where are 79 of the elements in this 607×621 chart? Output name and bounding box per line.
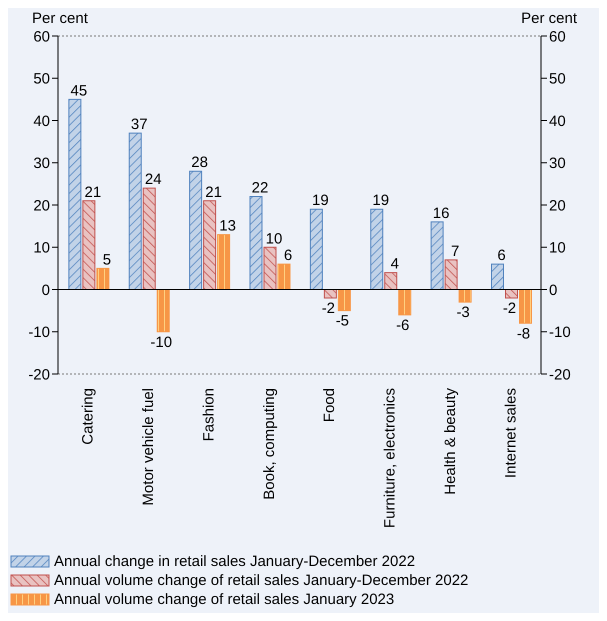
bar (504, 289, 518, 298)
bar (249, 196, 262, 290)
data-label: 6 (284, 247, 292, 264)
data-label: -2 (322, 300, 336, 317)
y-tick-label: 30 (33, 155, 50, 172)
y2-tick-label: 0 (549, 282, 558, 299)
bar (458, 289, 472, 303)
data-label: -10 (150, 334, 172, 351)
y2-tick-label: 50 (549, 70, 566, 88)
y-tick-label: 60 (33, 28, 50, 46)
data-label: 22 (252, 180, 268, 197)
bar (96, 268, 110, 290)
data-label: 24 (144, 171, 162, 188)
y-tick-label: 0 (42, 282, 50, 299)
data-label: 21 (84, 184, 102, 201)
y2-tick-label: 20 (549, 197, 566, 214)
x-tick-label: Motor vehicle fuel (140, 388, 158, 506)
data-label: 4 (390, 256, 399, 273)
data-label: 6 (497, 247, 506, 264)
y-tick-label: -20 (28, 366, 50, 384)
x-tick-label: Catering (80, 388, 97, 445)
bar (518, 289, 532, 324)
bar (490, 264, 504, 290)
legend-label: Annual change in retail sales January-December 2022 (54, 552, 416, 571)
y-tick-label: 10 (33, 240, 50, 257)
y-tick-label: -10 (28, 324, 50, 342)
bar (324, 289, 337, 298)
x-tick-label: Furniture, electronics (382, 388, 399, 528)
bar (384, 272, 398, 290)
x-tick-label: Book, computing (260, 388, 278, 500)
x-tick-label: Internet sales (502, 388, 520, 478)
data-label: -3 (456, 304, 470, 322)
data-label: -8 (516, 325, 530, 342)
y2-tick-label: 60 (549, 28, 566, 46)
data-label: -2 (502, 300, 516, 317)
data-label: 19 (312, 192, 329, 210)
y-tick-label: 20 (33, 197, 50, 214)
bar (310, 208, 323, 290)
bar (277, 264, 290, 290)
y2-tick-label: 40 (549, 112, 566, 130)
bar (444, 259, 458, 290)
legend-label: Annual volume change of retail sales January 2023 (54, 590, 394, 609)
data-label: 21 (205, 184, 222, 201)
data-label: 7 (450, 242, 460, 260)
bar (189, 170, 202, 290)
data-label: 19 (372, 192, 390, 210)
y2-tick-label: -10 (549, 324, 571, 342)
x-tick-label: Food (321, 388, 338, 422)
y2-axis-title: Per cent (521, 10, 577, 27)
y2-tick-label: -20 (549, 366, 571, 384)
data-label: 16 (432, 204, 450, 222)
data-label: 45 (70, 82, 88, 100)
bar (142, 188, 156, 290)
bar (430, 221, 444, 290)
y-tick-label: 50 (33, 70, 50, 88)
bar (338, 289, 351, 312)
bar (263, 246, 276, 290)
bar (82, 200, 96, 290)
data-label: 13 (219, 218, 236, 235)
bar (128, 132, 142, 290)
bar (217, 234, 230, 290)
bar (203, 200, 216, 290)
y2-tick-label: 30 (549, 155, 566, 172)
legend-label: Annual volume change of retail sales January-December 2022 (54, 571, 468, 590)
data-label: 28 (191, 154, 208, 172)
x-tick-label: Fashion (200, 388, 218, 442)
data-label: -5 (336, 312, 350, 330)
bar (68, 98, 82, 290)
bar (156, 289, 170, 332)
data-label: 5 (102, 251, 112, 268)
x-tick-label: Health & beauty (442, 388, 459, 495)
data-label: 37 (130, 116, 148, 134)
bar (398, 289, 412, 316)
y2-tick-label: 10 (549, 240, 566, 257)
y-axis-title: Per cent (32, 10, 88, 27)
data-label: -6 (396, 316, 410, 334)
data-label: 10 (266, 230, 282, 248)
bar (370, 208, 384, 290)
y-tick-label: 40 (33, 112, 50, 130)
